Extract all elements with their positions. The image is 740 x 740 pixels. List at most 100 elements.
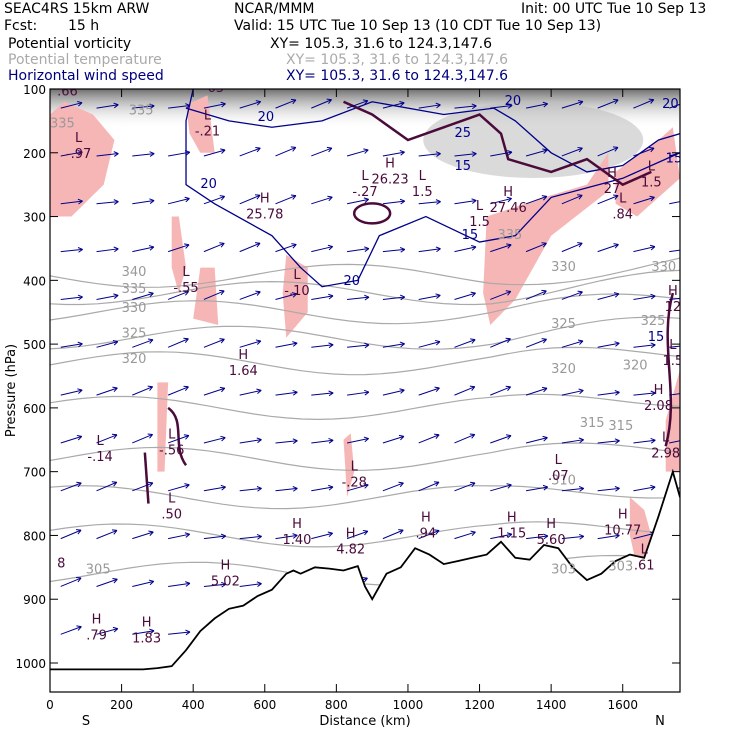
wind-vector [60, 296, 83, 300]
pv-fill-region [665, 369, 680, 472]
theta-contour [50, 485, 680, 510]
wind-vector-head [184, 150, 191, 156]
wind-vector [311, 246, 333, 253]
wind-vector [561, 340, 584, 348]
wind-vector [132, 153, 155, 157]
wind-vector [525, 195, 547, 205]
wind-vector [597, 244, 619, 253]
pv-fill-region [193, 267, 219, 325]
wind-vector-head [77, 198, 83, 205]
wind-vector-head [542, 148, 548, 154]
wind-vector [168, 631, 191, 635]
wind-vector [311, 392, 334, 396]
wind-vector [347, 198, 369, 205]
wind-vector-head [290, 194, 297, 200]
extremum-value: .50 [161, 507, 182, 522]
pv-fill-region [615, 127, 680, 217]
wind-vector-head [363, 483, 369, 489]
wind-vector [418, 104, 441, 109]
wind-vector [490, 484, 512, 492]
extremum-marker: L [669, 338, 677, 353]
wind-vector-head [506, 196, 512, 203]
wind-vector [96, 341, 118, 348]
wind-vector [669, 345, 680, 348]
wind-vector-head [255, 242, 261, 248]
wind-vector [96, 434, 118, 444]
wind-vector [96, 481, 117, 492]
pv-fill-region [157, 382, 169, 472]
wind-vector [239, 583, 262, 587]
wind-vector-head [183, 337, 189, 343]
wind-vector [347, 391, 369, 396]
extremum-value: 1.5 [641, 176, 662, 191]
wind-vector-head [147, 385, 154, 391]
wind-vector-head [291, 292, 298, 298]
wind-vector-head [220, 148, 226, 154]
pv-fill-region [282, 254, 308, 338]
field-pv-xy: XY= 105.3, 31.6 to 124.3,147.6 [270, 36, 493, 52]
wind-vector [311, 196, 333, 205]
wind-vector-head [112, 626, 119, 633]
wind-vector [561, 101, 584, 109]
extremum-value: 5.02 [211, 574, 240, 589]
wind-vector-head [77, 388, 83, 394]
wind-speed-label: 20 [505, 94, 522, 109]
wind-speed-label: 20 [344, 274, 361, 289]
wind-vector-head [113, 199, 119, 205]
y-tick-label: 100 [23, 83, 46, 97]
wind-vector-head [650, 484, 656, 491]
wind-vector-head [76, 481, 82, 488]
y-tick-label: 300 [23, 211, 46, 225]
x-tick-label: 400 [182, 698, 205, 712]
wind-vector-head [149, 151, 155, 157]
wind-vector [311, 147, 333, 157]
theta-label: 310 [551, 473, 576, 488]
extremum-marker: H [654, 383, 664, 398]
wind-vector-head [148, 579, 155, 586]
wind-vector [490, 533, 512, 540]
wind-vector-head [577, 242, 583, 248]
wind-vector [311, 99, 332, 109]
wind-vector-head [363, 197, 369, 203]
wind-vector [525, 338, 547, 348]
pv-contour [167, 406, 188, 467]
wind-vector-head [76, 434, 83, 441]
wind-vector-head [220, 533, 227, 540]
wind-vector [454, 434, 475, 444]
theta-label: 303 [551, 563, 576, 578]
wind-vector-head [364, 342, 370, 349]
wind-vector-head [256, 534, 262, 540]
endpoint-north-label: N [655, 714, 665, 729]
theta-label: 335 [129, 104, 154, 119]
extremum-marker: H [503, 185, 513, 200]
wind-vector [60, 482, 82, 492]
wind-vector-head [399, 101, 405, 107]
wind-vector [239, 340, 261, 348]
wind-vector-head [470, 481, 476, 488]
wind-vector-head [687, 343, 692, 348]
wind-vector [525, 387, 548, 396]
wind-vector-head [148, 291, 154, 298]
wind-vector-head [76, 576, 82, 583]
wind-vector-head [507, 150, 513, 156]
wind-vector-head [111, 481, 118, 487]
init-time: Init: 00 UTC Tue 10 Sep 13 [521, 1, 707, 17]
extremum-value: -.55 [173, 281, 198, 296]
wind-vector-head [113, 246, 119, 253]
y-tick-label: 200 [23, 147, 46, 161]
wind-vector-head [219, 386, 226, 393]
wind-vector-head [506, 243, 512, 249]
wind-vector-head [256, 486, 262, 492]
wind-vector [311, 486, 334, 492]
wind-vector-head [650, 293, 656, 300]
wind-vector-head [435, 246, 441, 253]
wind-vector-head [221, 581, 227, 588]
wind-vector [60, 151, 83, 157]
wind-vector [239, 389, 262, 396]
wind-vector [525, 290, 547, 300]
extremum-marker: H [385, 156, 395, 171]
y-tick-label: 700 [23, 466, 46, 480]
wind-vector [60, 435, 82, 444]
wind-vector-head [399, 198, 406, 205]
wind-vector [168, 582, 190, 587]
